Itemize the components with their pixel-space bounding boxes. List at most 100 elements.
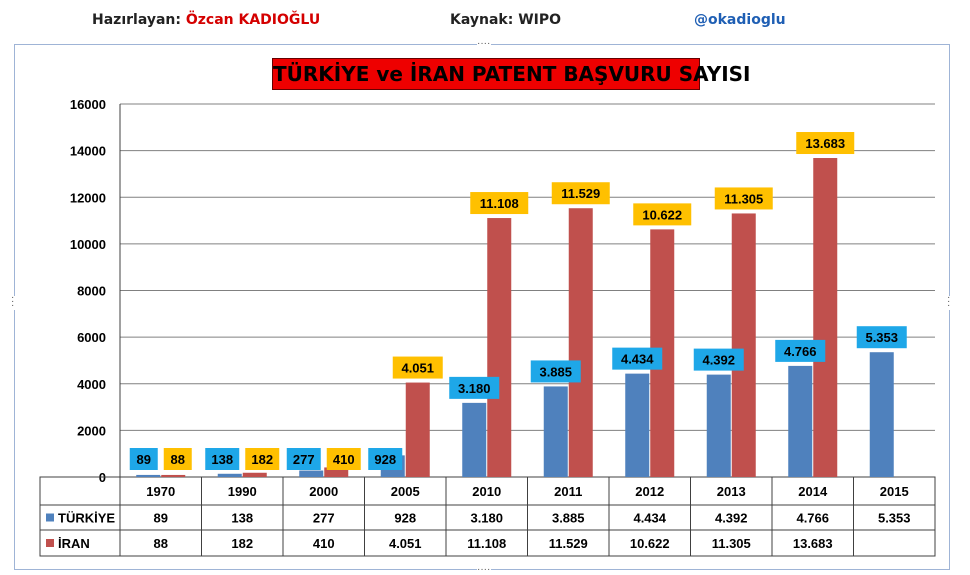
bar-iran — [731, 213, 756, 477]
x-tick-label: 2010 — [472, 484, 501, 499]
bar-iran — [324, 467, 349, 477]
y-tick-label: 14000 — [70, 144, 106, 159]
data-label: 5.353 — [865, 330, 898, 345]
bar-turkiye — [299, 470, 324, 477]
author-credit: Hazırlayan: Özcan KADIOĞLU — [92, 12, 320, 28]
data-label: 410 — [333, 452, 355, 467]
bar-iran — [242, 472, 267, 477]
table-cell: 13.683 — [793, 536, 833, 551]
data-label-box — [551, 182, 610, 205]
bar-iran — [813, 158, 838, 477]
data-label-box — [633, 203, 692, 226]
bar-iran — [161, 474, 186, 477]
y-tick-label: 2000 — [77, 423, 106, 438]
x-tick-label: 2015 — [880, 484, 909, 499]
data-label: 89 — [137, 452, 151, 467]
data-label-box — [245, 448, 280, 470]
data-label-box — [129, 448, 158, 470]
author-handle: @okadioglu — [694, 12, 786, 28]
x-tick-label: 2013 — [717, 484, 746, 499]
table-cell: 88 — [154, 536, 168, 551]
table-cell: 4.766 — [796, 511, 829, 526]
data-label: 138 — [211, 452, 233, 467]
data-label-box — [714, 187, 773, 210]
data-label-box — [392, 356, 443, 379]
data-label: 10.622 — [642, 207, 682, 222]
data-label: 4.766 — [784, 344, 817, 359]
y-tick-label: 6000 — [77, 330, 106, 345]
y-tick-label: 4000 — [77, 377, 106, 392]
legend-key-turkiye — [46, 513, 54, 522]
chart-frame[interactable] — [14, 44, 950, 570]
data-label-box — [163, 448, 192, 470]
y-tick-label: 10000 — [70, 237, 106, 252]
data-label: 3.180 — [458, 381, 491, 396]
bar-turkiye — [217, 473, 242, 477]
x-tick-label: 2005 — [391, 484, 420, 499]
data-label: 4.392 — [702, 353, 735, 368]
data-label: 928 — [374, 452, 396, 467]
x-tick-label: 2012 — [635, 484, 664, 499]
data-label-box — [368, 448, 403, 470]
data-label-box — [856, 326, 907, 349]
table-cell: 182 — [231, 536, 253, 551]
table-cell: 4.434 — [633, 511, 666, 526]
data-label: 11.305 — [724, 191, 763, 206]
data-label-box — [286, 448, 321, 470]
author-name: Özcan KADIOĞLU — [185, 12, 321, 28]
table-cell: 4.392 — [715, 511, 748, 526]
resize-handle-bottom[interactable]: ···· — [477, 564, 491, 575]
bar-turkiye — [706, 374, 731, 477]
resize-handle-top[interactable]: ···· — [477, 38, 491, 49]
table-cell: 928 — [394, 511, 416, 526]
bar-iran — [568, 208, 593, 477]
data-label-box — [449, 376, 500, 399]
bar-turkiye — [788, 365, 813, 477]
bar-turkiye — [136, 474, 161, 477]
table-cell: 11.529 — [549, 536, 588, 551]
data-label: 3.885 — [539, 364, 572, 379]
author-label: Hazırlayan: — [92, 12, 181, 28]
table-cell: 410 — [313, 536, 335, 551]
resize-handle-left[interactable]: · · · — [11, 293, 17, 311]
legend-label: İRAN — [58, 536, 90, 551]
source-label: Kaynak: WIPO — [450, 12, 562, 28]
data-label-box — [775, 339, 826, 362]
bar-iran — [405, 382, 430, 477]
x-tick-label: 2000 — [309, 484, 338, 499]
x-tick-label: 1970 — [146, 484, 175, 499]
data-label-box — [530, 360, 581, 383]
table-cell: 3.885 — [552, 511, 585, 526]
table-cell: 5.353 — [878, 511, 911, 526]
data-label: 4.434 — [621, 352, 654, 367]
data-label-box — [612, 347, 663, 370]
data-label-box — [796, 132, 855, 155]
data-label: 4.051 — [401, 361, 434, 376]
y-tick-label: 8000 — [77, 284, 106, 299]
y-tick-label: 12000 — [70, 190, 106, 205]
y-tick-label: 16000 — [70, 97, 106, 112]
chart-title: TÜRKİYE ve İRAN PATENT BAŞVURU SAYISI — [272, 58, 751, 90]
data-label-box — [205, 448, 240, 470]
bar-turkiye — [869, 352, 894, 477]
data-label: 182 — [251, 452, 273, 467]
data-label: 11.108 — [480, 196, 519, 211]
table-cell: 10.622 — [630, 536, 670, 551]
table-cell: 11.305 — [712, 536, 751, 551]
legend-label: TÜRKİYE — [58, 511, 115, 526]
resize-handle-right[interactable]: · · · — [947, 293, 953, 311]
x-tick-label: 2011 — [554, 484, 582, 499]
table-cell: 277 — [313, 511, 335, 526]
bar-turkiye — [543, 386, 568, 477]
data-label: 88 — [171, 452, 185, 467]
bar-turkiye — [625, 373, 650, 477]
data-label-box — [326, 448, 361, 470]
bar-turkiye — [462, 402, 487, 477]
legend-key-iran — [46, 539, 54, 547]
bar-iran — [487, 218, 512, 478]
data-label-box — [470, 192, 529, 215]
data-label-box — [693, 348, 744, 371]
data-label: 277 — [293, 452, 315, 467]
table-cell: 138 — [231, 511, 253, 526]
